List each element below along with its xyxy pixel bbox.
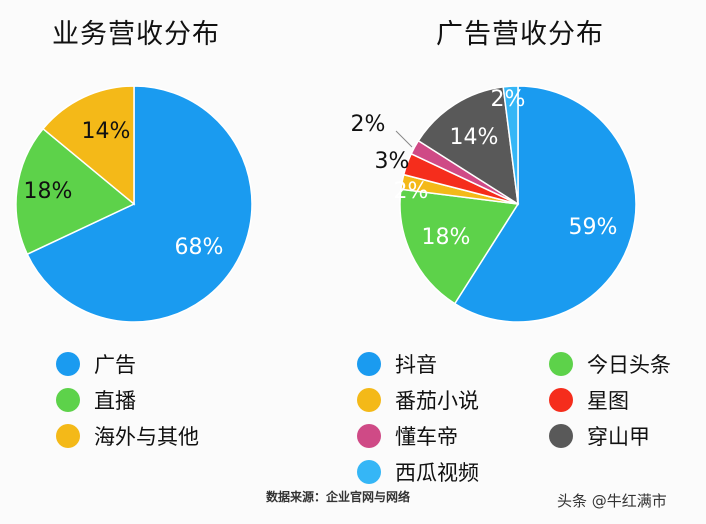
- legend-label: 懂车帝: [395, 425, 458, 449]
- legend-swatch: [549, 388, 573, 412]
- chart-title-ad-revenue: 广告营收分布: [436, 19, 604, 50]
- legend-swatch: [549, 352, 573, 376]
- data-label-ad-5: 14%: [450, 125, 499, 150]
- pie-slice-ad-0: [453, 85, 637, 323]
- legend-item-ad-1: 今日头条: [549, 349, 671, 379]
- legend-swatch: [357, 424, 381, 448]
- legend-label: 星图: [587, 389, 629, 413]
- legend-swatch: [357, 352, 381, 376]
- legend-item-ad-6: 西瓜视频: [357, 457, 479, 487]
- legend-label: 海外与其他: [94, 425, 199, 449]
- chart-title-business-revenue: 业务营收分布: [52, 19, 220, 50]
- legend-swatch: [56, 424, 80, 448]
- legend-swatch: [56, 388, 80, 412]
- legend-swatch: [357, 460, 381, 484]
- legend-label: 今日头条: [587, 353, 671, 377]
- data-label-ad-1: 18%: [422, 225, 471, 250]
- pie-business-revenue: [15, 85, 253, 323]
- legend-item-biz-2: 海外与其他: [56, 421, 199, 451]
- pie-slice-biz-0: [26, 85, 253, 323]
- data-label-ad-3: 3%: [375, 149, 410, 174]
- legend-label: 抖音: [395, 353, 437, 377]
- data-label-biz-0: 68%: [175, 235, 224, 260]
- legend-item-ad-3: 星图: [549, 385, 629, 415]
- legend-item-ad-4: 懂车帝: [357, 421, 458, 451]
- legend-item-ad-2: 番茄小说: [357, 385, 479, 415]
- legend-label: 西瓜视频: [395, 461, 479, 485]
- data-label-biz-2: 14%: [82, 119, 131, 144]
- pie-slice-biz-1: [15, 127, 136, 256]
- pie-slice-ad-1: [399, 188, 520, 305]
- data-source-note: 数据来源：企业官网与网络: [266, 490, 411, 504]
- legend-item-ad-0: 抖音: [357, 349, 437, 379]
- pie-slice-ad-6: [502, 85, 519, 205]
- data-label-ad-6: 2%: [491, 87, 526, 112]
- legend-item-biz-0: 广告: [56, 349, 136, 379]
- legend-item-ad-5: 穿山甲: [549, 421, 650, 451]
- legend-swatch: [357, 388, 381, 412]
- data-label-ad-0: 59%: [569, 215, 618, 240]
- legend-label: 直播: [94, 389, 136, 413]
- data-label-ad-4: 2%: [351, 112, 386, 137]
- legend-label: 广告: [94, 353, 136, 377]
- legend-label: 穿山甲: [587, 425, 650, 449]
- watermark: 头条 @牛红满市: [557, 492, 667, 510]
- pie-ad-revenue: [399, 85, 637, 323]
- data-label-biz-1: 18%: [24, 179, 73, 204]
- leader-line-dongchedi: [395, 130, 413, 148]
- data-label-ad-2: 2%: [394, 179, 429, 204]
- pie-slice-ad-5: [417, 86, 519, 206]
- pie-slice-biz-2: [42, 85, 135, 206]
- legend-swatch: [549, 424, 573, 448]
- legend-label: 番茄小说: [395, 389, 479, 413]
- legend-swatch: [56, 352, 80, 376]
- legend-item-biz-1: 直播: [56, 385, 136, 415]
